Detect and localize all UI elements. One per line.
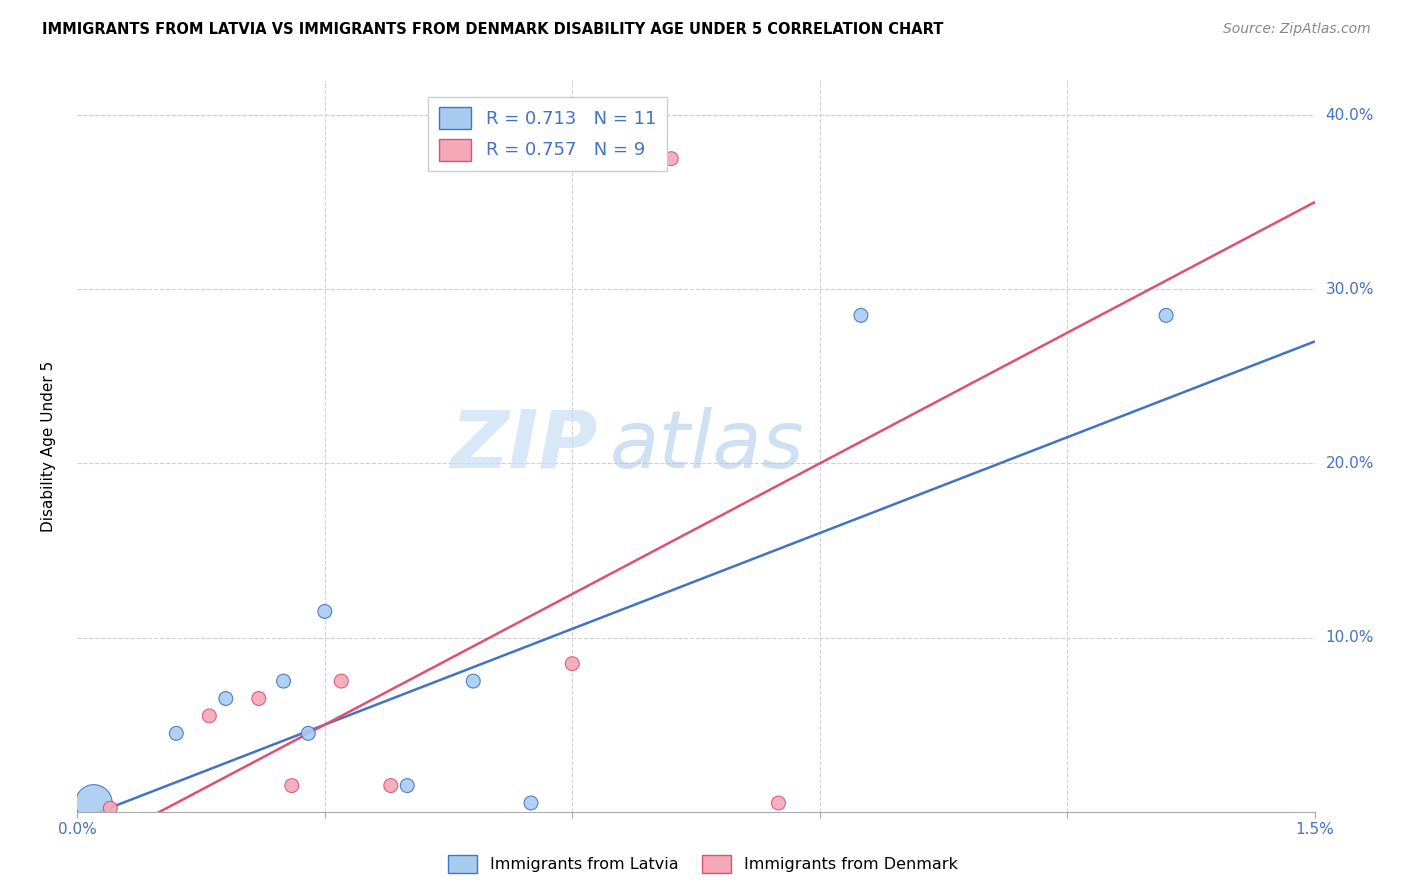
Point	[380, 779, 402, 793]
Point	[165, 726, 187, 740]
Point	[1154, 309, 1177, 323]
Legend: Immigrants from Latvia, Immigrants from Denmark: Immigrants from Latvia, Immigrants from …	[441, 848, 965, 880]
Point	[297, 726, 319, 740]
Text: Source: ZipAtlas.com: Source: ZipAtlas.com	[1223, 22, 1371, 37]
Point	[215, 691, 238, 706]
Text: 20.0%: 20.0%	[1326, 456, 1374, 471]
Point	[98, 801, 121, 815]
Point	[463, 674, 485, 689]
Text: 30.0%: 30.0%	[1326, 282, 1374, 297]
Point	[849, 309, 872, 323]
Y-axis label: Disability Age Under 5: Disability Age Under 5	[42, 360, 56, 532]
Point	[314, 604, 336, 618]
Point	[520, 796, 543, 810]
Point	[561, 657, 583, 671]
Point	[768, 796, 790, 810]
Text: atlas: atlas	[609, 407, 804, 485]
Point	[198, 709, 221, 723]
Text: 40.0%: 40.0%	[1326, 108, 1374, 122]
Text: ZIP: ZIP	[450, 407, 598, 485]
Legend: R = 0.713   N = 11, R = 0.757   N = 9: R = 0.713 N = 11, R = 0.757 N = 9	[427, 96, 666, 171]
Text: IMMIGRANTS FROM LATVIA VS IMMIGRANTS FROM DENMARK DISABILITY AGE UNDER 5 CORRELA: IMMIGRANTS FROM LATVIA VS IMMIGRANTS FRO…	[42, 22, 943, 37]
Point	[659, 152, 682, 166]
Point	[281, 779, 304, 793]
Point	[247, 691, 270, 706]
Point	[83, 796, 105, 810]
Point	[273, 674, 295, 689]
Point	[330, 674, 353, 689]
Point	[396, 779, 419, 793]
Text: 10.0%: 10.0%	[1326, 630, 1374, 645]
